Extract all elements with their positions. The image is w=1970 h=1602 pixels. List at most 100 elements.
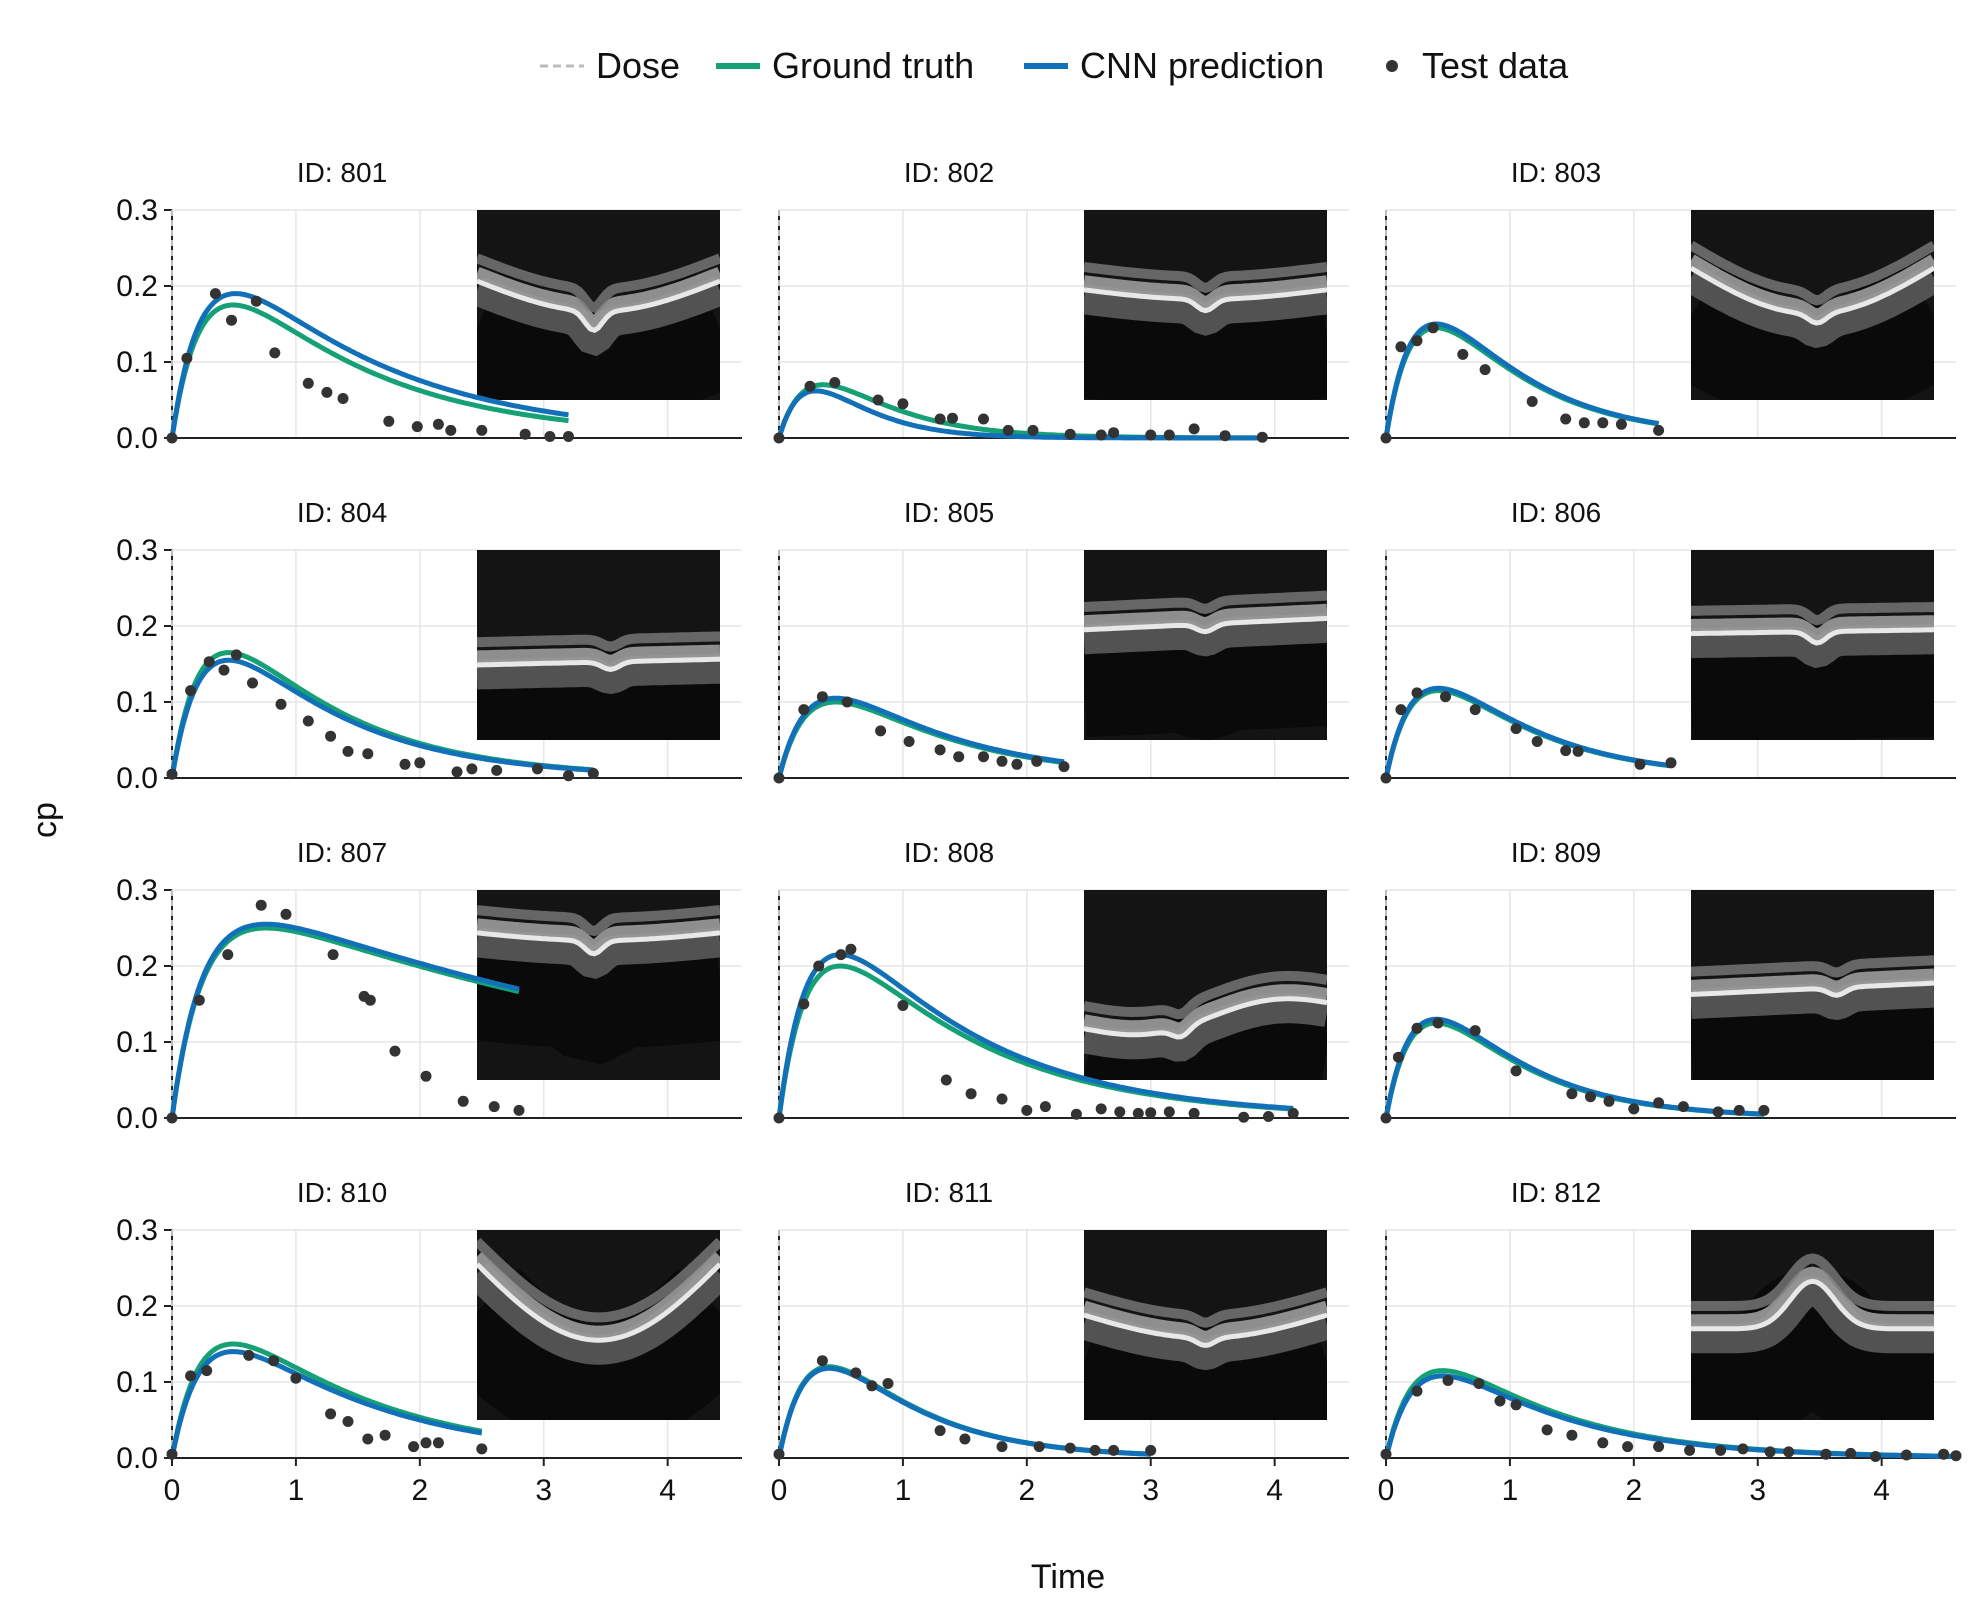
test-data-point bbox=[1287, 1107, 1299, 1119]
test-data-point bbox=[1560, 413, 1572, 425]
test-data-point bbox=[897, 1000, 909, 1011]
test-data-point bbox=[996, 1093, 1008, 1105]
test-data-point bbox=[1938, 1448, 1950, 1460]
test-data-point bbox=[1677, 1101, 1689, 1113]
test-data-point bbox=[1622, 1441, 1634, 1453]
y-tick-label: 0.3 bbox=[116, 194, 158, 227]
test-data-point bbox=[1566, 1429, 1578, 1441]
inset-scan-layer bbox=[477, 646, 720, 740]
test-data-point bbox=[798, 704, 810, 716]
test-data-point bbox=[1737, 1443, 1749, 1455]
test-data-point bbox=[773, 1112, 785, 1124]
legend-item-dose: Dose bbox=[540, 45, 680, 86]
cnn-prediction-line bbox=[1383, 1016, 1765, 1119]
y-tick-label: 0.1 bbox=[116, 1366, 158, 1399]
x-tick-label: 3 bbox=[535, 1474, 552, 1507]
test-data-point bbox=[903, 736, 915, 747]
test-data-point bbox=[1510, 1065, 1522, 1077]
test-data-point bbox=[302, 377, 314, 389]
panel-title: ID: 804 bbox=[297, 497, 387, 528]
test-data-point bbox=[965, 1088, 977, 1100]
test-data-point bbox=[1712, 1106, 1724, 1118]
test-data-point bbox=[166, 1112, 178, 1124]
inset-scan-layer bbox=[477, 644, 720, 669]
inset-scan-layer bbox=[1691, 615, 1934, 643]
test-data-point bbox=[519, 428, 531, 440]
legend-label-cnn: CNN prediction bbox=[1080, 45, 1324, 86]
test-data-point bbox=[1411, 335, 1423, 347]
x-tick-label: 4 bbox=[659, 1474, 676, 1507]
test-data-point bbox=[1597, 417, 1609, 429]
ground-truth-line bbox=[1383, 688, 1672, 779]
test-data-point bbox=[399, 758, 411, 770]
test-data-point bbox=[813, 960, 825, 972]
x-tick-label: 4 bbox=[1873, 1474, 1890, 1507]
inset-scan-layer bbox=[1084, 1312, 1327, 1349]
panel-title: ID: 809 bbox=[1511, 837, 1601, 868]
test-data-point bbox=[362, 1433, 374, 1445]
panel-807: ID: 807 0.0 0.1 0.2 0.3 bbox=[116, 837, 742, 1135]
inset-scan-layer bbox=[1084, 590, 1327, 614]
inset-scan-layer bbox=[1084, 277, 1327, 400]
test-data-point bbox=[940, 1074, 952, 1086]
inset-scan-layer bbox=[477, 1262, 720, 1365]
inset-scan-layer bbox=[1691, 968, 1934, 995]
inset-scan-image bbox=[1691, 955, 1934, 1080]
test-data-point bbox=[1820, 1448, 1832, 1460]
test-data-point bbox=[1845, 1447, 1857, 1459]
panels: ID: 801 0.0 0.1 0.2 0.3 ID: 802 ID: 803 ID: 804… bbox=[116, 157, 1962, 1507]
test-data-point bbox=[476, 424, 488, 436]
test-data-point bbox=[302, 715, 314, 727]
test-data-point bbox=[1469, 1025, 1481, 1037]
test-data-point bbox=[383, 415, 395, 427]
y-tick-label: 0.0 bbox=[116, 1102, 158, 1135]
inset-scan-layer bbox=[1084, 605, 1327, 740]
test-data-point bbox=[1442, 1375, 1454, 1386]
test-data-point bbox=[1479, 364, 1491, 376]
test-data-point bbox=[1715, 1444, 1727, 1456]
test-data-point bbox=[327, 949, 339, 961]
panel-805: ID: 805 bbox=[773, 497, 1349, 784]
test-data-point bbox=[866, 1380, 878, 1392]
inset-scan-layer bbox=[477, 266, 720, 331]
test-data-point bbox=[408, 1441, 420, 1453]
inset-scan-layer bbox=[477, 1251, 720, 1340]
test-data-point bbox=[875, 725, 887, 737]
inset-scan-image bbox=[1084, 971, 1327, 1080]
y-tick-label: 0.0 bbox=[116, 1442, 158, 1475]
test-data-point bbox=[996, 755, 1008, 767]
inset-scan-layer bbox=[477, 276, 720, 357]
x-tick-label: 2 bbox=[1625, 1474, 1642, 1507]
test-data-point bbox=[411, 421, 423, 433]
test-data-point bbox=[1380, 1112, 1392, 1124]
test-data-point bbox=[466, 763, 478, 775]
test-data-point bbox=[1531, 736, 1543, 747]
test-data-point bbox=[1634, 758, 1646, 770]
test-data-point bbox=[1653, 1097, 1665, 1109]
legend-item-cnn: CNN prediction bbox=[1024, 45, 1324, 86]
test-data-point bbox=[996, 1441, 1008, 1453]
inset-scan-layer bbox=[477, 905, 720, 937]
test-data-point bbox=[247, 677, 258, 689]
test-data-point bbox=[1070, 1108, 1082, 1120]
test-data-point bbox=[1440, 691, 1451, 703]
legend-label-test: Test data bbox=[1422, 45, 1569, 86]
test-data-point bbox=[1145, 1444, 1157, 1456]
test-data-point bbox=[1758, 1104, 1770, 1116]
y-tick-label: 0.1 bbox=[116, 686, 158, 719]
test-data-point bbox=[1027, 424, 1039, 436]
panel-803: ID: 803 bbox=[1380, 157, 1956, 444]
test-data-point bbox=[513, 1104, 525, 1116]
panel-804: ID: 804 0.0 0.1 0.2 0.3 bbox=[116, 497, 742, 795]
y-tick-label: 0.1 bbox=[116, 346, 158, 379]
inset-scan-image bbox=[1691, 241, 1934, 400]
inset-scan-layer bbox=[477, 272, 720, 400]
test-data-point bbox=[829, 377, 841, 388]
inset-scan-layer bbox=[477, 920, 720, 1065]
test-data-point bbox=[1457, 348, 1469, 360]
test-data-point bbox=[563, 431, 574, 442]
test-data-point bbox=[325, 1408, 337, 1420]
legend-label-dose: Dose bbox=[596, 45, 680, 86]
test-data-point bbox=[201, 1365, 213, 1377]
